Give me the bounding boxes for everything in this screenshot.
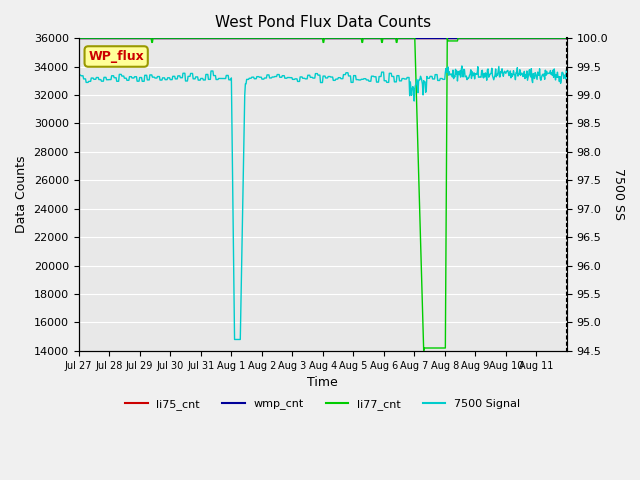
Y-axis label: 7500 SS: 7500 SS <box>612 168 625 220</box>
Y-axis label: Data Counts: Data Counts <box>15 156 28 233</box>
Text: WP_flux: WP_flux <box>88 50 144 63</box>
X-axis label: Time: Time <box>307 376 338 389</box>
Legend: li75_cnt, wmp_cnt, li77_cnt, 7500 Signal: li75_cnt, wmp_cnt, li77_cnt, 7500 Signal <box>121 394 525 414</box>
Title: West Pond Flux Data Counts: West Pond Flux Data Counts <box>214 15 431 30</box>
